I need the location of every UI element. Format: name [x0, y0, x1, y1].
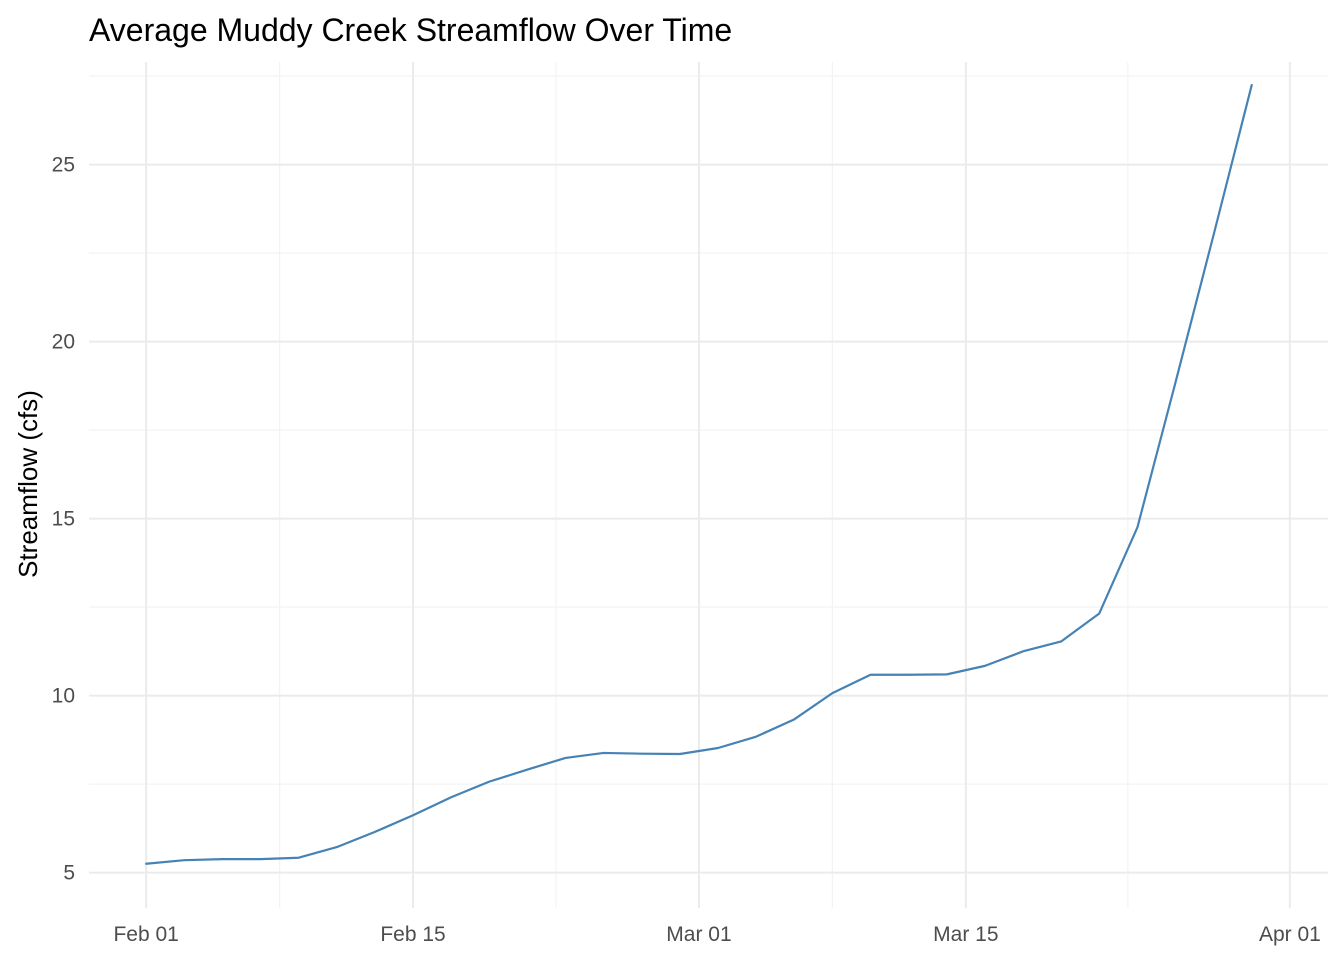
chart-title: Average Muddy Creek Streamflow Over Time [89, 12, 732, 48]
y-axis-label: Streamflow (cfs) [13, 390, 43, 578]
streamflow-series-line [145, 83, 1253, 865]
x-tick-label: Mar 15 [933, 923, 998, 946]
tick-layer: Feb 01 Feb 15 Mar 01 Mar 15 Apr 01 5 10 15 20 25 [52, 154, 1321, 946]
x-tick-label: Feb 01 [113, 923, 178, 946]
y-tick-label: 25 [52, 154, 75, 177]
grid-layer [89, 62, 1328, 908]
series-layer [145, 83, 1253, 865]
x-tick-label: Feb 15 [380, 923, 445, 946]
x-tick-label: Apr 01 [1259, 923, 1321, 946]
y-tick-label: 20 [52, 331, 75, 354]
y-tick-label: 15 [52, 508, 75, 531]
x-tick-label: Mar 01 [666, 923, 731, 946]
y-tick-label: 10 [52, 685, 75, 708]
y-tick-label: 5 [63, 862, 75, 885]
